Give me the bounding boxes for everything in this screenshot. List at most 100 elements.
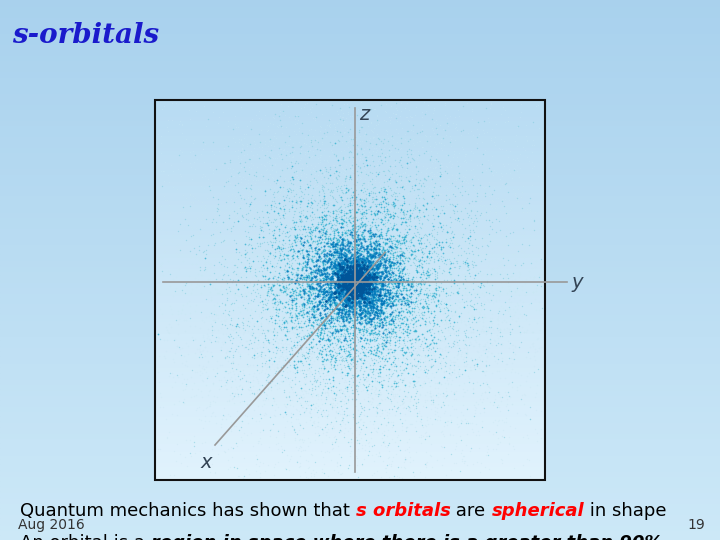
- Point: [296, 278, 307, 287]
- Point: [318, 364, 330, 373]
- Point: [384, 353, 395, 362]
- Point: [411, 346, 423, 355]
- Point: [390, 148, 402, 157]
- Point: [426, 247, 437, 256]
- Point: [468, 148, 480, 157]
- Point: [372, 262, 384, 271]
- Point: [312, 417, 324, 426]
- Point: [415, 269, 426, 278]
- Point: [311, 275, 323, 284]
- Point: [469, 278, 481, 286]
- Point: [374, 310, 386, 319]
- Point: [423, 307, 434, 315]
- Point: [411, 261, 423, 270]
- Point: [363, 262, 374, 271]
- Point: [392, 307, 404, 315]
- Point: [360, 288, 372, 297]
- Point: [403, 326, 415, 335]
- Point: [161, 415, 172, 423]
- Point: [363, 393, 374, 402]
- Point: [527, 339, 539, 347]
- Point: [362, 287, 374, 295]
- Point: [344, 125, 356, 133]
- Point: [430, 207, 441, 215]
- Point: [447, 322, 459, 331]
- Point: [356, 443, 368, 452]
- Point: [352, 292, 364, 301]
- Point: [480, 367, 492, 375]
- Point: [382, 251, 393, 260]
- Point: [310, 308, 321, 316]
- Point: [336, 282, 348, 291]
- Point: [282, 318, 293, 327]
- Point: [400, 303, 411, 312]
- Point: [473, 317, 485, 326]
- Point: [367, 304, 379, 313]
- Point: [328, 212, 340, 221]
- Point: [372, 314, 384, 322]
- Point: [395, 107, 407, 116]
- Point: [499, 306, 510, 314]
- Point: [344, 259, 356, 267]
- Point: [297, 230, 308, 238]
- Point: [410, 389, 422, 397]
- Point: [388, 329, 400, 338]
- Point: [341, 259, 352, 268]
- Point: [377, 294, 389, 302]
- Point: [264, 248, 276, 257]
- Point: [357, 246, 369, 255]
- Point: [405, 333, 416, 342]
- Point: [278, 213, 289, 221]
- Point: [359, 285, 371, 293]
- Point: [433, 352, 445, 361]
- Point: [295, 307, 307, 316]
- Point: [476, 256, 487, 265]
- Point: [397, 357, 408, 366]
- Point: [334, 360, 346, 369]
- Point: [248, 227, 260, 236]
- Point: [377, 272, 389, 280]
- Point: [495, 256, 507, 265]
- Point: [279, 278, 290, 286]
- Point: [385, 462, 397, 471]
- Point: [306, 344, 318, 353]
- Point: [364, 228, 376, 237]
- Point: [303, 334, 315, 342]
- Point: [346, 267, 357, 276]
- Point: [364, 271, 376, 280]
- Point: [345, 239, 356, 248]
- Point: [423, 313, 435, 321]
- Point: [388, 325, 400, 333]
- Point: [358, 308, 369, 317]
- Point: [355, 273, 366, 281]
- Point: [341, 252, 353, 260]
- Point: [345, 284, 356, 293]
- Point: [343, 153, 355, 161]
- Point: [463, 185, 474, 193]
- Point: [528, 272, 540, 281]
- Point: [397, 343, 408, 352]
- Point: [325, 284, 337, 293]
- Point: [233, 153, 244, 162]
- Point: [410, 335, 421, 343]
- Point: [344, 266, 356, 275]
- Point: [373, 293, 384, 302]
- Point: [375, 246, 387, 255]
- Point: [361, 246, 372, 255]
- Point: [292, 253, 303, 261]
- Point: [354, 380, 365, 388]
- Point: [423, 254, 435, 263]
- Point: [359, 291, 370, 300]
- Point: [253, 276, 264, 285]
- Point: [253, 106, 264, 115]
- Point: [369, 246, 381, 255]
- Point: [358, 251, 369, 260]
- Point: [334, 284, 346, 293]
- Point: [474, 340, 485, 348]
- Point: [379, 334, 391, 343]
- Point: [366, 397, 378, 406]
- Point: [333, 378, 344, 387]
- Point: [359, 255, 370, 264]
- Point: [348, 306, 359, 314]
- Point: [398, 457, 410, 466]
